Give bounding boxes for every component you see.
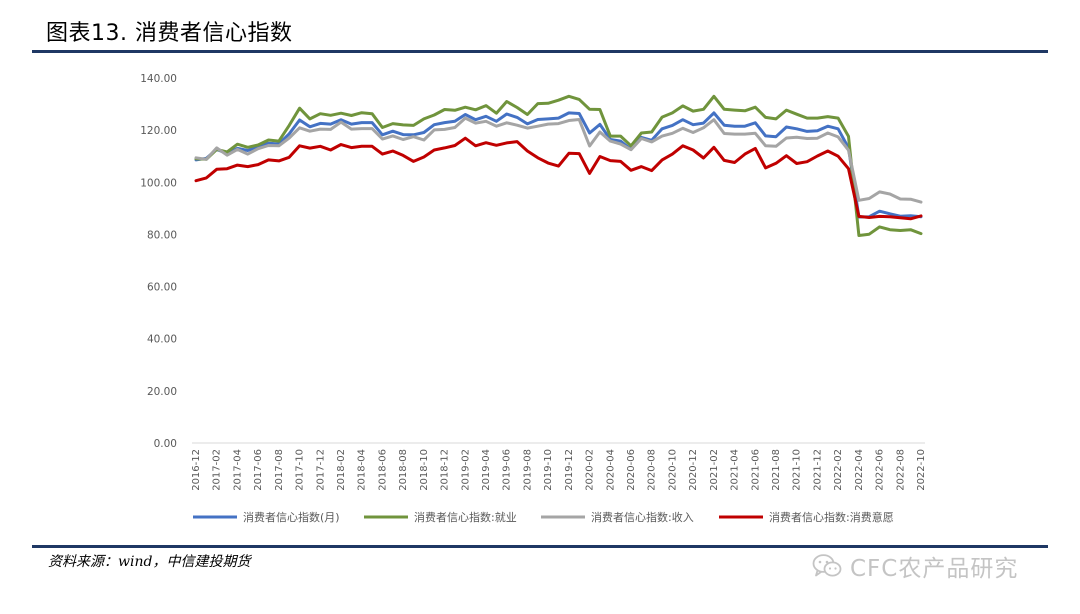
x-tick-label: 2022-06 [875,449,886,491]
x-tick-label: 2018-04 [357,449,368,491]
x-tick-label: 2017-10 [295,449,306,491]
x-tick-label: 2019-12 [564,449,575,491]
x-tick-label: 2019-06 [502,449,513,491]
x-tick-label: 2020-10 [667,449,678,491]
x-tick-label: 2022-08 [895,449,906,491]
x-tick-label: 2022-02 [833,449,844,491]
y-tick-label: 80.00 [147,229,177,241]
legend-label: 消费者信心指数:收入 [591,510,694,524]
wechat-icon [812,554,842,577]
x-tick-label: 2020-02 [585,449,596,491]
legend-item: 消费者信心指数:消费意愿 [719,510,894,524]
line-chart: 0.00 20.00 40.00 60.00 80.00 100.00 120.00 140.… [140,73,927,524]
y-tick-label: 140.00 [140,73,177,85]
x-tick-label: 2021-08 [771,449,782,491]
x-tick-label: 2020-08 [647,449,658,491]
x-tick-label: 2021-04 [730,449,741,491]
top-rule [32,50,1048,53]
legend-label: 消费者信心指数:消费意愿 [769,510,894,524]
x-tick-label: 2020-12 [688,449,699,491]
watermark-text: CFC农产品研究 [850,556,1019,582]
x-tick-label: 2017-06 [253,449,264,491]
x-tick-label: 2019-04 [481,449,492,491]
legend-item: 消费者信心指数(月) [193,510,340,524]
legend-item: 消费者信心指数:收入 [541,510,694,524]
x-tick-label: 2021-06 [750,449,761,491]
x-tick-label: 2021-10 [792,449,803,491]
series-line-1 [194,111,923,219]
x-tick-label: 2018-02 [336,449,347,491]
x-tick-label: 2016-12 [191,449,202,491]
y-tick-label: 40.00 [147,334,177,346]
x-tick-label: 2019-08 [522,449,533,491]
source-note: 资料来源：wind，中信建投期货 [48,554,251,570]
y-tick-label: 100.00 [140,177,177,189]
y-tick-label: 0.00 [154,438,177,450]
legend: 消费者信心指数(月) 消费者信心指数:就业 消费者信心指数:收入 消费者信心指数:消费… [193,510,894,524]
series-line-3 [194,116,923,204]
y-tick-label: 120.00 [140,125,177,137]
x-tick-label: 2018-10 [419,449,430,491]
x-tick-label: 2019-02 [460,449,471,491]
x-tick-label: 2018-06 [377,449,388,491]
axes: 0.00 20.00 40.00 60.00 80.00 100.00 120.00 140.… [140,73,927,491]
legend-label: 消费者信心指数(月) [243,510,340,524]
y-tick-label: 20.00 [147,386,177,398]
x-tick-label: 2018-08 [398,449,409,491]
x-tick-label: 2018-12 [440,449,451,491]
x-tick-label: 2020-04 [605,449,616,491]
x-tick-label: 2022-10 [916,449,927,491]
x-tick-label: 2017-12 [315,449,326,491]
x-tick-label: 2020-06 [626,449,637,491]
legend-label: 消费者信心指数:就业 [414,510,517,524]
x-tick-label: 2019-10 [543,449,554,491]
x-tick-label: 2017-08 [274,449,285,491]
watermark: CFC农产品研究 [812,551,1019,582]
y-tick-label: 60.00 [147,282,177,294]
x-tick-label: 2021-12 [812,449,823,491]
series-lines [194,94,923,237]
series-line-2 [194,94,923,237]
series-line-4 [194,136,923,221]
x-tick-label: 2021-02 [709,449,720,491]
figure-title: 图表13. 消费者信心指数 [46,21,293,46]
x-tick-label: 2022-04 [854,449,865,491]
x-tick-label: 2017-02 [212,449,223,491]
legend-item: 消费者信心指数:就业 [364,510,517,524]
bottom-rule [32,545,1048,548]
x-tick-label: 2017-04 [232,449,243,491]
